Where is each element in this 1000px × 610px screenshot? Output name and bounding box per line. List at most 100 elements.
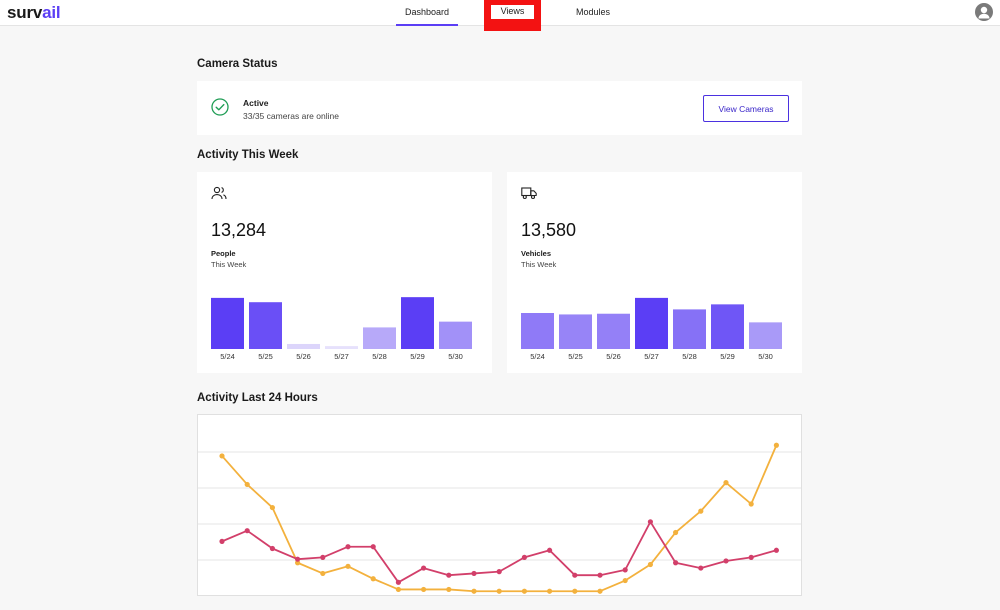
people-bar xyxy=(287,343,320,349)
vehicles-tick-label: 5/24 xyxy=(530,352,545,361)
series-point-1 xyxy=(421,565,427,571)
people-bar xyxy=(363,327,396,349)
people-bar xyxy=(249,302,282,349)
vehicles-bar xyxy=(597,313,630,349)
series-point-0 xyxy=(269,504,275,511)
people-period: This Week xyxy=(211,260,247,269)
vehicles-bar xyxy=(673,309,706,349)
camera-status-title: Camera Status xyxy=(197,58,278,70)
vehicles-period: This Week xyxy=(521,260,557,269)
people-icon xyxy=(211,186,227,200)
series-point-0 xyxy=(421,586,427,593)
series-point-0 xyxy=(471,588,477,594)
top-nav: survail Dashboard Views Modules xyxy=(0,0,1000,31)
series-point-0 xyxy=(219,453,225,459)
series-point-0 xyxy=(521,588,527,594)
activity-24h-title: Activity Last 24 Hours xyxy=(197,392,318,404)
people-bar xyxy=(325,346,358,349)
people-tick-label: 5/27 xyxy=(334,352,349,361)
people-card: 13,284 People This Week 5/24 5/25 5/26 5/27… xyxy=(197,172,492,373)
series-point-1 xyxy=(597,572,603,578)
series-point-0 xyxy=(622,577,628,584)
series-point-1 xyxy=(622,567,628,573)
status-detail: 33/35 cameras are online xyxy=(243,111,339,121)
series-point-0 xyxy=(773,442,780,448)
series-point-1 xyxy=(395,579,401,585)
people-tick-label: 5/26 xyxy=(296,352,311,361)
vehicles-card: 13,580 Vehicles This Week 5/24 5/25 5/26 5/… xyxy=(507,172,802,373)
vehicles-tick-label: 5/27 xyxy=(644,352,659,361)
series-point-1 xyxy=(471,570,477,577)
vehicles-tick-label: 5/29 xyxy=(720,352,735,361)
people-tick-label: 5/25 xyxy=(258,352,273,361)
series-point-1 xyxy=(547,547,553,553)
series-point-0 xyxy=(320,570,326,577)
camera-status-card: Active 33/35 cameras are online View Cam… xyxy=(197,81,802,135)
vehicles-count: 13,580 xyxy=(521,220,577,240)
series-point-1 xyxy=(219,538,225,544)
people-count: 13,284 xyxy=(211,220,267,240)
series-point-1 xyxy=(723,558,729,564)
activity-24h-card xyxy=(197,414,802,596)
series-point-1 xyxy=(446,572,452,578)
series-point-1 xyxy=(370,544,376,550)
activity-week-title: Activity This Week xyxy=(197,149,299,161)
series-point-0 xyxy=(597,588,603,594)
people-bar-chart: 5/24 5/25 5/26 5/27 5/28 5/29 5/30 xyxy=(211,297,472,361)
view-cameras-button[interactable]: View Cameras xyxy=(703,95,789,122)
series-point-0 xyxy=(395,586,401,593)
vehicles-tick-label: 5/28 xyxy=(682,352,697,361)
series-point-1 xyxy=(244,528,250,534)
series-point-1 xyxy=(773,547,780,553)
vehicles-label: Vehicles xyxy=(521,249,552,258)
truck-icon xyxy=(521,187,537,200)
tab-views[interactable]: Views xyxy=(500,6,525,16)
people-tick-label: 5/29 xyxy=(410,352,425,361)
series-point-1 xyxy=(748,554,754,560)
series-point-0 xyxy=(698,508,704,514)
people-tick-label: 5/30 xyxy=(448,352,463,361)
series-point-1 xyxy=(521,554,527,560)
series-point-0 xyxy=(345,563,351,569)
series-point-0 xyxy=(446,586,452,593)
logo-text: surv xyxy=(7,3,43,22)
series-point-1 xyxy=(320,554,326,560)
status-state: Active xyxy=(243,98,269,108)
vehicles-bar xyxy=(559,314,592,349)
series-point-1 xyxy=(673,560,679,566)
tab-dashboard[interactable]: Dashboard xyxy=(396,0,458,26)
views-highlight xyxy=(484,0,541,31)
series-point-1 xyxy=(572,572,578,578)
series-point-1 xyxy=(496,569,502,575)
series-point-0 xyxy=(748,501,754,507)
series-point-0 xyxy=(370,576,376,582)
series-point-1 xyxy=(295,556,301,562)
vehicles-tick-label: 5/30 xyxy=(758,352,773,361)
avatar[interactable] xyxy=(975,3,993,21)
series-point-1 xyxy=(345,544,351,550)
logo[interactable]: survail xyxy=(7,3,61,23)
logo-accent-text: ail xyxy=(42,3,61,22)
series-point-0 xyxy=(244,481,250,488)
series-point-0 xyxy=(496,588,502,594)
series-point-0 xyxy=(547,588,553,594)
series-point-0 xyxy=(723,480,729,486)
check-circle-icon xyxy=(211,98,229,116)
vehicles-tick-label: 5/26 xyxy=(606,352,621,361)
people-tick-label: 5/28 xyxy=(372,352,387,361)
user-icon xyxy=(978,6,990,19)
series-point-1 xyxy=(269,545,275,552)
series-point-0 xyxy=(673,529,679,536)
series-point-0 xyxy=(295,560,301,566)
people-bar xyxy=(211,297,244,349)
vehicles-bar-chart: 5/24 5/25 5/26 5/27 5/28 5/29 5/30 xyxy=(521,297,782,361)
vehicles-bar xyxy=(521,313,554,349)
tab-modules[interactable]: Modules xyxy=(575,7,611,17)
series-point-1 xyxy=(698,565,704,571)
vehicles-bar xyxy=(749,322,782,349)
activity-24h-line-chart xyxy=(198,442,801,594)
vehicles-tick-label: 5/25 xyxy=(568,352,583,361)
series-point-0 xyxy=(647,561,653,568)
people-bar xyxy=(401,297,434,349)
people-tick-label: 5/24 xyxy=(220,352,235,361)
